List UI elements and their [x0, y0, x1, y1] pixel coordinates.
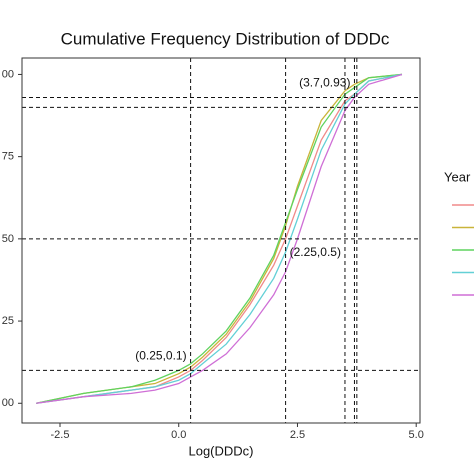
plot-border — [21, 57, 421, 424]
x-tick-label: 5.0 — [409, 429, 424, 441]
annotation: (3.7,0.93) — [299, 76, 350, 90]
annotation: (2.25,0.5) — [290, 245, 341, 259]
y-tick-label: 00 — [2, 397, 14, 409]
y-tick-label: 00 — [2, 68, 14, 80]
y-tick-label: 50 — [2, 233, 14, 245]
cdf-line — [36, 73, 403, 404]
cdf-line — [36, 73, 403, 404]
x-tick-label: 2.5 — [290, 429, 305, 441]
chart-title: Cumulative Frequency Distribution of DDD… — [61, 29, 390, 48]
x-tick-label: 0.0 — [171, 429, 186, 441]
x-tick-label: -2.5 — [51, 429, 70, 441]
cdf-line — [36, 73, 403, 404]
x-axis-label: Log(DDDc) — [188, 443, 253, 458]
annotation: (0.25,0.1) — [135, 349, 186, 363]
y-tick-label: 75 — [2, 151, 14, 163]
cdf-line — [36, 73, 403, 404]
y-tick-label: 25 — [2, 315, 14, 327]
legend-title: Year — [444, 169, 471, 184]
